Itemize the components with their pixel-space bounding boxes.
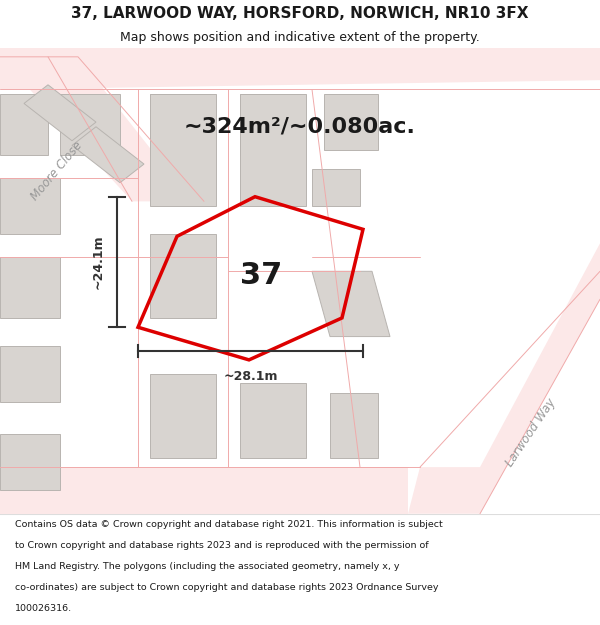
Text: Larwood Way: Larwood Way — [503, 396, 559, 469]
Text: ~24.1m: ~24.1m — [92, 234, 105, 289]
Text: 100026316.: 100026316. — [15, 604, 72, 613]
Polygon shape — [0, 48, 600, 89]
Polygon shape — [0, 94, 48, 155]
Polygon shape — [0, 467, 408, 514]
Polygon shape — [0, 258, 60, 318]
Text: co-ordinates) are subject to Crown copyright and database rights 2023 Ordnance S: co-ordinates) are subject to Crown copyr… — [15, 583, 439, 592]
Text: to Crown copyright and database rights 2023 and is reproduced with the permissio: to Crown copyright and database rights 2… — [15, 541, 428, 551]
Polygon shape — [0, 57, 192, 201]
Polygon shape — [60, 94, 120, 155]
Polygon shape — [240, 383, 306, 458]
Text: ~28.1m: ~28.1m — [223, 370, 278, 383]
Polygon shape — [24, 85, 96, 141]
Polygon shape — [312, 169, 360, 206]
Text: Map shows position and indicative extent of the property.: Map shows position and indicative extent… — [120, 31, 480, 44]
Polygon shape — [324, 94, 378, 150]
Polygon shape — [0, 346, 60, 402]
Polygon shape — [150, 374, 216, 458]
Polygon shape — [0, 178, 60, 234]
Polygon shape — [0, 434, 60, 491]
Polygon shape — [408, 243, 600, 514]
Polygon shape — [240, 94, 300, 155]
Polygon shape — [150, 234, 216, 318]
Text: Contains OS data © Crown copyright and database right 2021. This information is : Contains OS data © Crown copyright and d… — [15, 521, 443, 529]
Polygon shape — [312, 271, 390, 337]
Polygon shape — [240, 94, 306, 206]
Text: 37, LARWOOD WAY, HORSFORD, NORWICH, NR10 3FX: 37, LARWOOD WAY, HORSFORD, NORWICH, NR10… — [71, 6, 529, 21]
Polygon shape — [150, 94, 216, 206]
Text: Moore Close: Moore Close — [29, 139, 85, 203]
Polygon shape — [150, 94, 210, 155]
Text: HM Land Registry. The polygons (including the associated geometry, namely x, y: HM Land Registry. The polygons (includin… — [15, 562, 400, 571]
Text: ~324m²/~0.080ac.: ~324m²/~0.080ac. — [184, 117, 416, 137]
Polygon shape — [72, 127, 144, 182]
Polygon shape — [330, 392, 378, 458]
Text: 37: 37 — [240, 261, 282, 291]
